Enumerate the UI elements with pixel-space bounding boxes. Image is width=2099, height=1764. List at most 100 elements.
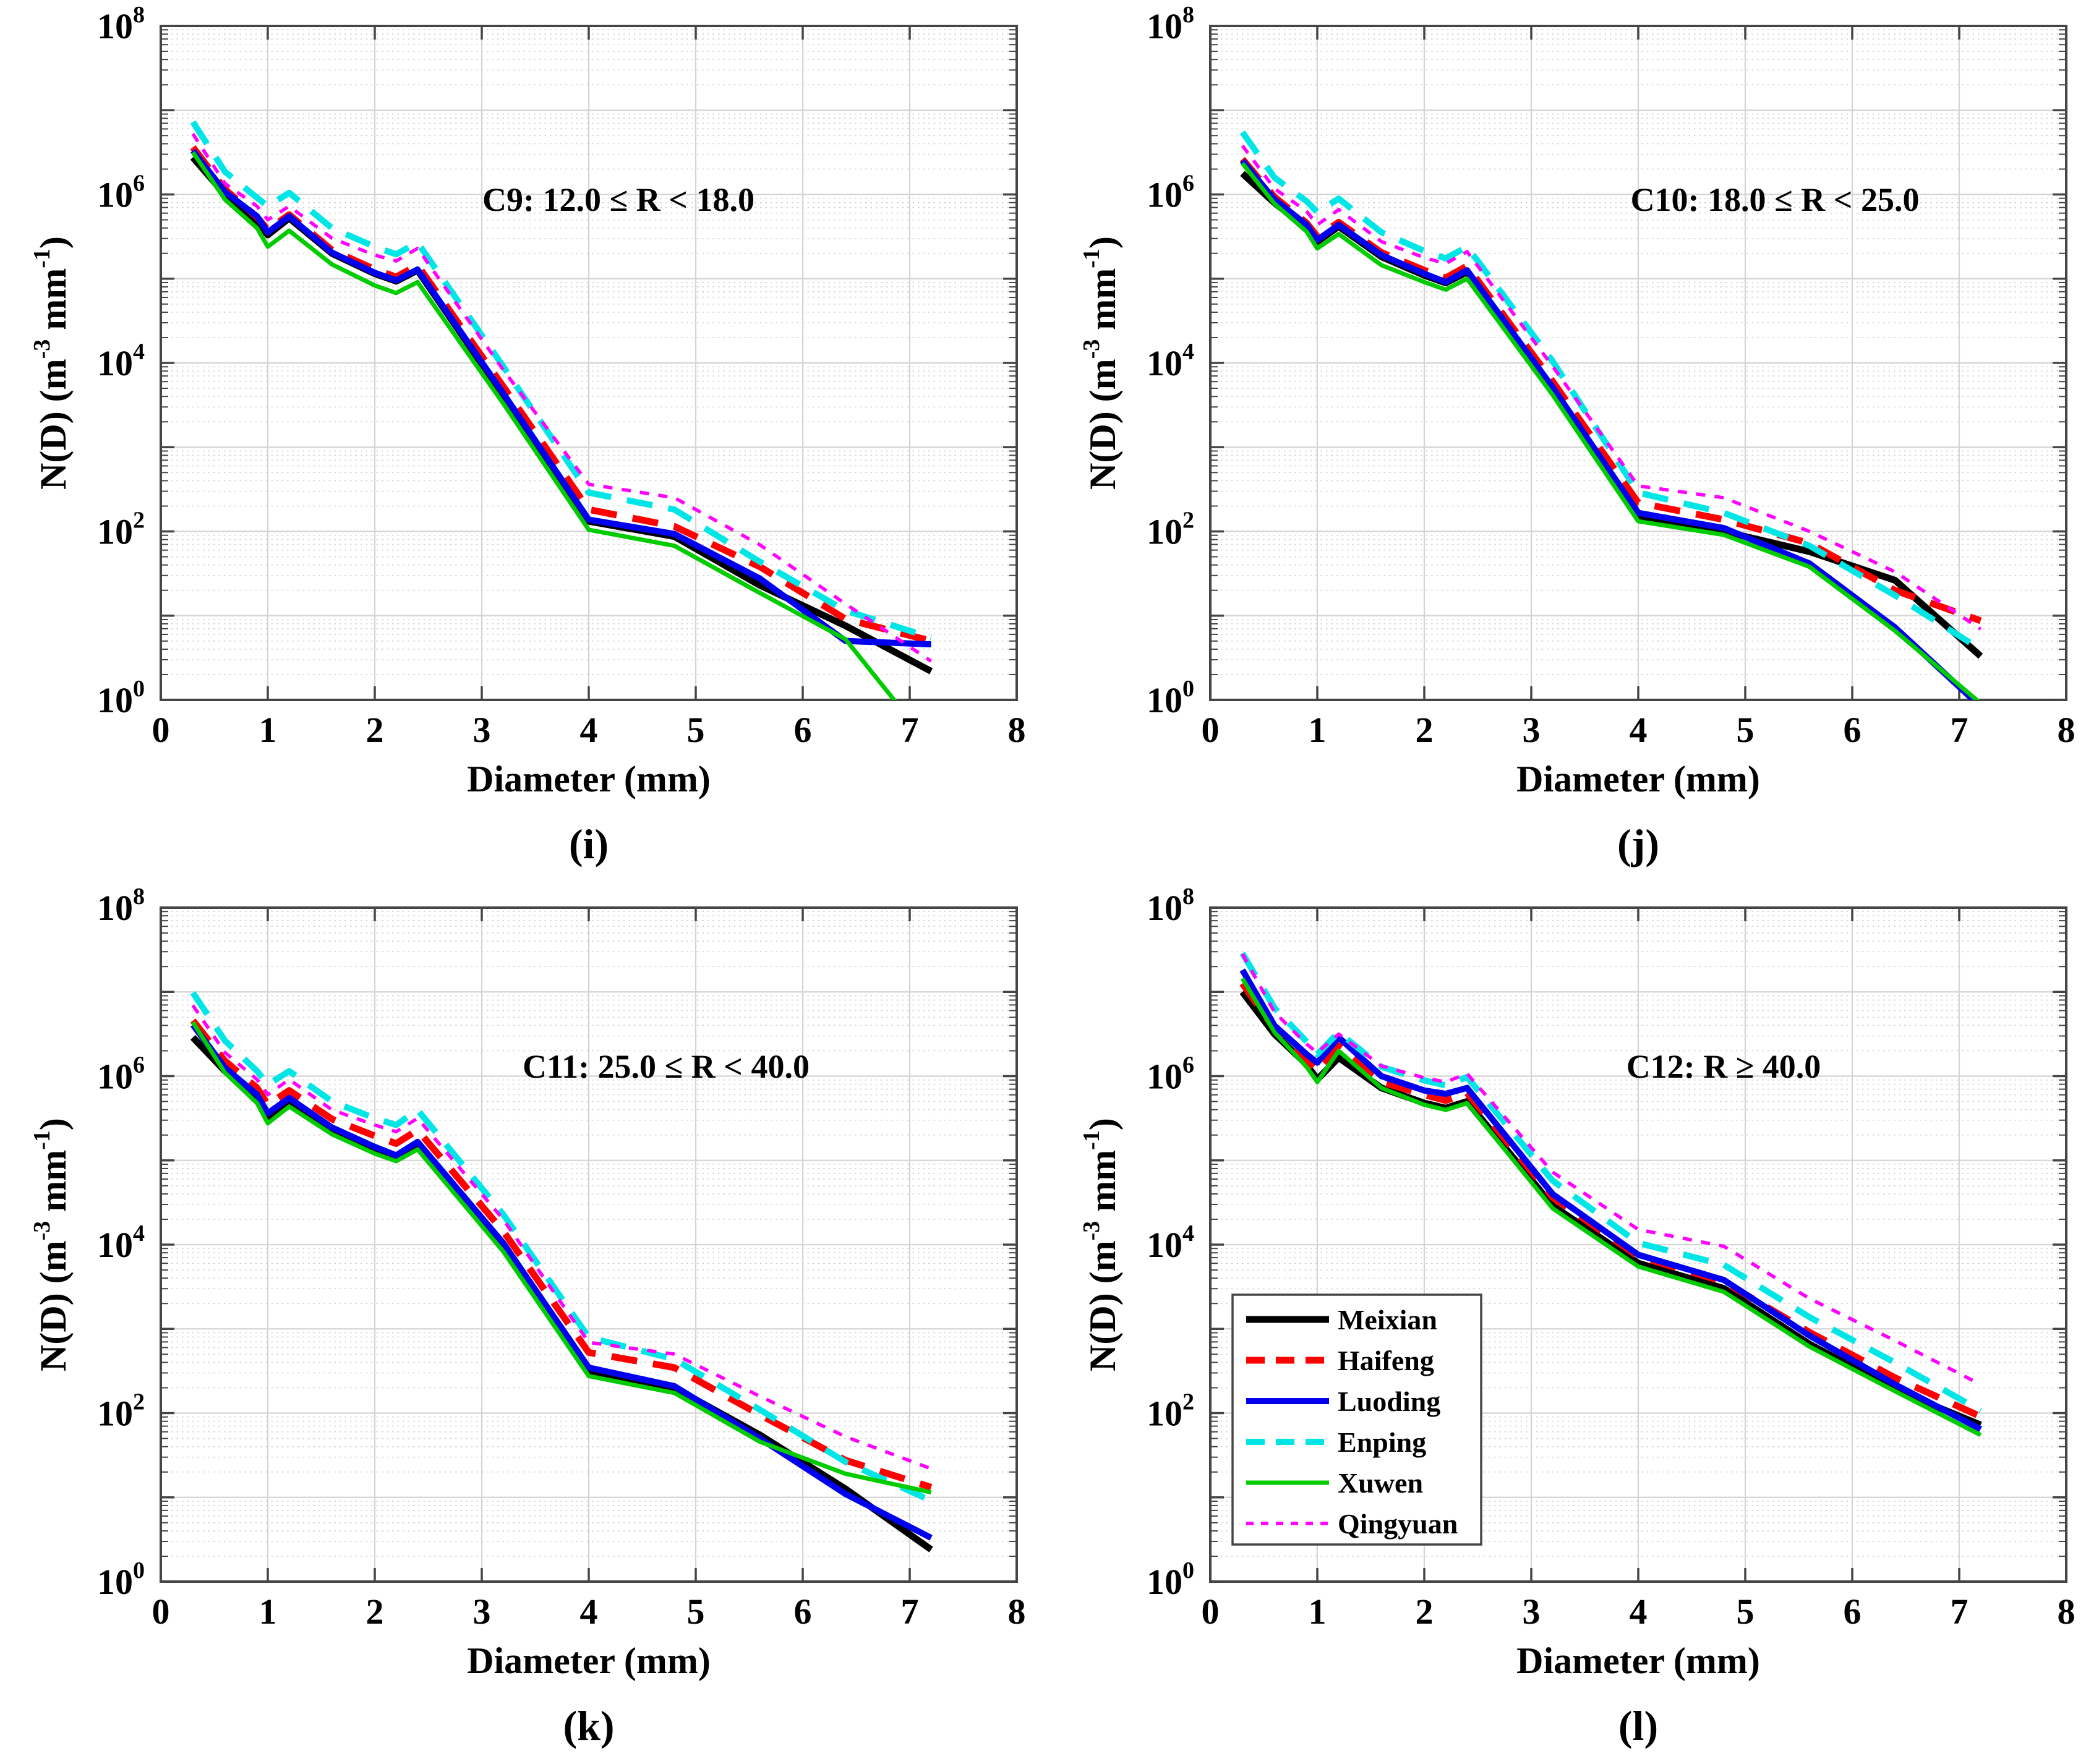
panel-j-title: C10: 18.0 ≤ R < 25.0 (1630, 181, 1920, 218)
ylabel-sup: -3 (1079, 339, 1105, 359)
x-tick-label: 4 (580, 1591, 598, 1632)
ylabel-text: N(D) (m (1082, 359, 1123, 490)
panel-k-ylabel: N(D) (m-3 mm-1) (19, 908, 74, 1582)
x-tick-label: 8 (2058, 1591, 2075, 1632)
panel-j-ylabel: N(D) (m-3 mm-1) (1068, 26, 1123, 700)
x-tick-label: 5 (1737, 710, 1755, 750)
ylabel-sup: -1 (1079, 249, 1105, 268)
y-tick-label: 100 (97, 1557, 145, 1602)
x-tick-label: 0 (1202, 1591, 1220, 1632)
series-line-qingyuan (191, 132, 933, 663)
series-line-luoding (190, 148, 931, 648)
y-tick-label: 100 (1147, 1557, 1194, 1602)
panel-i-sublabel: (i) (568, 820, 609, 867)
series-line-xuwen (191, 151, 897, 700)
x-tick-label: 8 (2058, 710, 2075, 750)
ylabel-text: mm (33, 268, 74, 339)
y-tick-label: 106 (1147, 171, 1194, 215)
panel-i-title: C9: 12.0 ≤ R < 18.0 (482, 181, 755, 218)
y-tick-label: 102 (97, 508, 145, 552)
x-tick-label: 3 (473, 1591, 491, 1632)
legend-label: Meixian (1338, 1304, 1437, 1336)
x-tick-label: 7 (1951, 1591, 1969, 1632)
ylabel-sup: -3 (29, 1221, 55, 1241)
y-tick-label: 102 (97, 1389, 145, 1434)
y-tick-label: 108 (97, 2, 145, 46)
y-tick-label: 108 (1147, 884, 1194, 928)
x-tick-label: 1 (1309, 1591, 1327, 1632)
x-tick-label: 8 (1008, 710, 1026, 750)
panel-k-title: C11: 25.0 ≤ R < 40.0 (523, 1048, 810, 1085)
panel-k-xlabel: Diameter (mm) (467, 1640, 711, 1681)
series-line-haifeng (190, 1018, 933, 1491)
x-tick-label: 6 (1844, 1591, 1862, 1632)
x-tick-label: 3 (1523, 710, 1541, 750)
ylabel-text: mm (1082, 1149, 1123, 1221)
x-tick-label: 5 (1737, 1591, 1755, 1632)
series-line-xuwen (1241, 161, 1980, 700)
y-tick-label: 100 (97, 676, 145, 720)
y-tick-label: 106 (97, 171, 145, 215)
ylabel-text: N(D) (m (33, 1240, 74, 1371)
series-line-enping (190, 120, 933, 641)
y-tick-label: 104 (1147, 1221, 1194, 1265)
ylabel-sup: -1 (29, 1130, 55, 1150)
ylabel-sup: -3 (1079, 1221, 1105, 1241)
y-tick-label: 106 (97, 1052, 145, 1097)
series-line-qingyuan (1241, 953, 1981, 1386)
y-tick-label: 102 (1147, 508, 1194, 552)
panel-background (1050, 882, 2099, 1763)
panel-l-ylabel: N(D) (m-3 mm-1) (1068, 908, 1123, 1582)
panel-j: 108 106 104 102 100 0 1 2 3 4 5 6 7 8 C10: 18.0 ≤ R <… (1050, 0, 2099, 882)
panel-l-sublabel: (l) (1618, 1702, 1659, 1749)
series-line-enping (1239, 130, 1983, 652)
panel-l-title: C12: R ≥ 40.0 (1626, 1048, 1821, 1085)
x-tick-label: 7 (1951, 710, 1969, 750)
panel-i-xlabel: Diameter (mm) (467, 759, 711, 799)
panel-l: 108 106 104 102 100 0 1 2 3 4 5 6 7 8 Meixian Haifeng Lu… (1050, 882, 2099, 1763)
series-line-enping (1239, 952, 1983, 1413)
panel-j-sublabel: (j) (1617, 820, 1659, 867)
x-tick-label: 7 (901, 710, 919, 750)
x-tick-label: 3 (473, 710, 491, 750)
panel-background (0, 0, 1050, 882)
panel-j-xlabel: Diameter (mm) (1516, 759, 1760, 799)
y-tick-label: 104 (97, 339, 145, 383)
panel-i: 108 106 104 102 100 0 1 2 3 4 5 6 7 8 C9: 12.0 ≤ R < … (0, 0, 1050, 882)
x-tick-label: 2 (366, 1591, 384, 1632)
ylabel-text: mm (33, 1149, 74, 1221)
x-tick-label: 2 (1416, 710, 1434, 750)
y-tick-label: 104 (97, 1221, 145, 1265)
series-line-qingyuan (1241, 144, 1982, 631)
panel-l-xlabel: Diameter (mm) (1516, 1640, 1760, 1681)
y-tick-label: 108 (1147, 2, 1194, 46)
x-tick-label: 1 (259, 1591, 277, 1632)
x-tick-label: 0 (152, 1591, 170, 1632)
panel-i-ylabel: N(D) (m-3 mm-1) (19, 26, 74, 700)
y-tick-label: 108 (97, 884, 145, 928)
series-line-xuwen (190, 1021, 932, 1495)
ylabel-text: N(D) (m (33, 359, 74, 490)
series-line-luoding (1240, 158, 1978, 700)
legend-label: Haifeng (1338, 1345, 1434, 1376)
panel-k-sublabel: (k) (563, 1702, 615, 1749)
legend-label: Qingyuan (1338, 1508, 1458, 1540)
series-line-luoding (1239, 968, 1982, 1432)
series-line-xuwen (1240, 977, 1982, 1438)
ylabel-sup: -1 (29, 249, 55, 268)
x-tick-label: 0 (1202, 710, 1220, 750)
y-tick-label: 100 (1147, 676, 1194, 720)
ylabel-text: ) (1082, 1118, 1123, 1131)
x-tick-label: 6 (794, 1591, 812, 1632)
y-tick-label: 106 (1147, 1052, 1194, 1097)
x-tick-label: 6 (794, 710, 812, 750)
x-tick-label: 0 (152, 710, 170, 750)
ylabel-text: ) (33, 1118, 74, 1131)
series-line-enping (190, 991, 933, 1504)
legend-label: Luoding (1338, 1386, 1440, 1417)
x-tick-label: 4 (580, 710, 598, 750)
x-tick-label: 7 (901, 1591, 919, 1632)
